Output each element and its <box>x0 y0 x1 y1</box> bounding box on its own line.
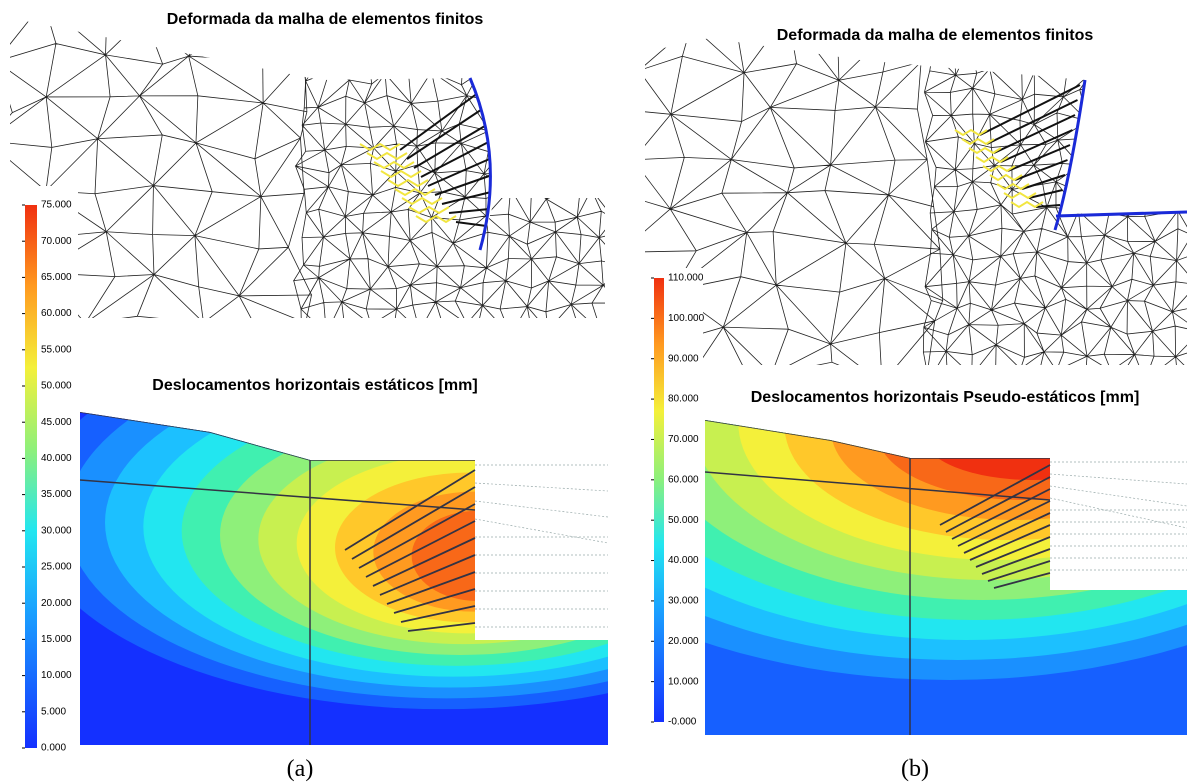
colorbar-tick-label: 50.000 <box>668 515 699 526</box>
colorbar-tick-label: 20.000 <box>668 636 699 647</box>
colorbar-tick-label: 30.000 <box>41 525 72 536</box>
colorbar-tick-label: 5.000 <box>41 706 66 717</box>
colorbar-tick-label: 70.000 <box>41 236 72 247</box>
mesh-title: Deformada da malha de elementos finitos <box>777 27 1094 44</box>
colorbar-tick-label: 40.000 <box>41 453 72 464</box>
grout <box>416 216 456 222</box>
contour-title: Deslocamentos horizontais estáticos [mm] <box>152 377 477 394</box>
colorbar-tick-label: 15.000 <box>41 634 72 645</box>
colorbar-tick-label: 25.000 <box>41 562 72 573</box>
colorbar-tick-label: 90.000 <box>668 353 699 364</box>
colorbar-tick-label: 35.000 <box>41 489 72 500</box>
anchor <box>400 90 482 150</box>
wall <box>1055 80 1187 230</box>
mesh-title: Deformada da malha de elementos finitos <box>167 11 484 28</box>
colorbar-tick-label: 10.000 <box>668 676 699 687</box>
anchor <box>449 209 489 213</box>
anchor <box>987 100 1078 144</box>
colorbar-tick-label: 0.000 <box>41 743 66 754</box>
colorbar-tick-label: 65.000 <box>41 272 72 283</box>
colorbar-tick-label: 100.000 <box>668 313 705 324</box>
figure: Deformada da malha de elementos finitos … <box>0 0 1187 784</box>
colorbar-tick-label: 110.000 <box>668 273 704 284</box>
tieback <box>475 519 608 543</box>
anchor <box>456 222 487 226</box>
grout <box>388 180 428 186</box>
tieback <box>475 483 608 491</box>
grout <box>402 198 442 204</box>
colorbar-tick-label: 60.000 <box>41 308 72 319</box>
colorbar-tick-label: 75.000 <box>41 200 72 211</box>
tieback <box>1050 486 1187 506</box>
tieback <box>1050 474 1187 484</box>
panel-label: (b) <box>901 756 929 782</box>
anchor <box>435 175 492 195</box>
colorbar-tick-label: 40.000 <box>668 555 699 566</box>
anchor <box>428 158 492 186</box>
colorbar-tick-label: -0.000 <box>668 717 697 728</box>
mesh-lines <box>294 4 627 337</box>
contour-title: Deslocamentos horizontais Pseudo-estátic… <box>751 389 1140 406</box>
colorbar-tick-label: 60.000 <box>668 474 699 485</box>
colorbar-tick-label: 45.000 <box>41 417 72 428</box>
colorbar-tick-label: 10.000 <box>41 670 72 681</box>
mesh-lines <box>923 18 1187 382</box>
colorbar-tick-label: 30.000 <box>668 596 699 607</box>
grout <box>374 162 414 168</box>
colorbar <box>25 205 37 748</box>
colorbar <box>654 278 664 722</box>
panel-label: (a) <box>287 756 314 782</box>
colorbar-tick-label: 50.000 <box>41 381 72 392</box>
colorbar-tick-label: 20.000 <box>41 598 72 609</box>
mesh <box>621 13 1187 384</box>
colorbar-tick-label: 55.000 <box>41 344 72 355</box>
mesh <box>0 2 626 341</box>
colorbar-tick-label: 70.000 <box>668 434 699 445</box>
tieback <box>1050 498 1187 528</box>
tieback <box>475 501 608 517</box>
colorbar-tick-label: 80.000 <box>668 394 699 405</box>
grout <box>367 153 407 159</box>
